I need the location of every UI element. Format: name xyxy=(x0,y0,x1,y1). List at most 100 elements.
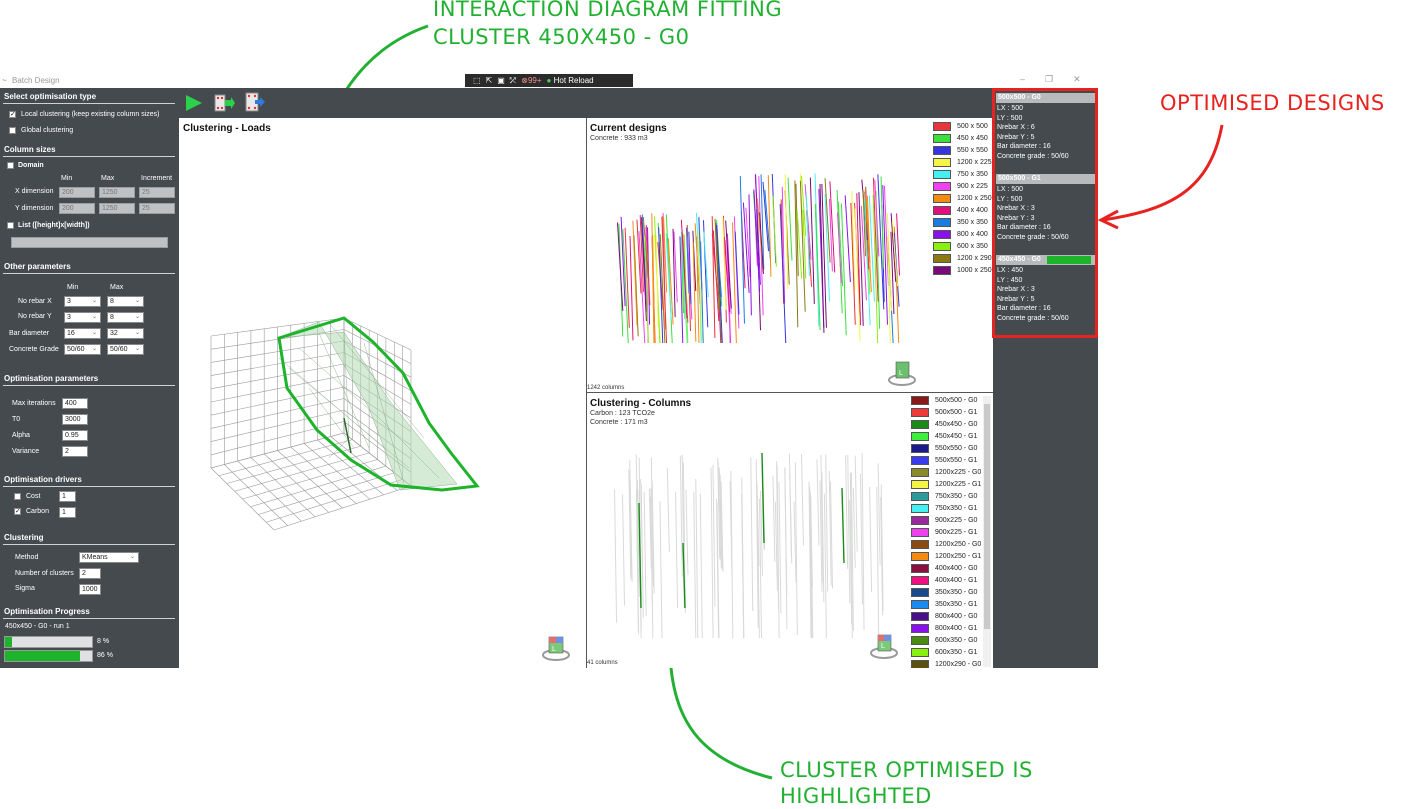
close-button[interactable]: ✕ xyxy=(1073,74,1081,84)
max-iterations-input[interactable]: 400 xyxy=(62,398,88,409)
design-property: Concrete grade : 50/60 xyxy=(997,314,1069,322)
x-increment-input[interactable]: 25 xyxy=(139,187,175,198)
track-focus-icon[interactable]: ⤱ xyxy=(509,75,517,85)
column-mark xyxy=(675,492,679,608)
column-mark xyxy=(810,496,814,639)
column-mark xyxy=(764,189,771,261)
column-mark xyxy=(772,475,776,562)
legend-swatch xyxy=(911,504,929,513)
x-min-input[interactable]: 200 xyxy=(59,187,95,198)
run-button[interactable] xyxy=(185,94,203,112)
current-designs-legend: 500 x 500 450 x 450 550 x 550 1200 x 225 750… xyxy=(933,118,993,392)
legend-label: 1200 x 290 xyxy=(957,255,992,262)
list-label: List ([height]x[width]) xyxy=(18,222,90,229)
chevron-down-icon: ⌄ xyxy=(91,346,97,352)
carbon-weight-input[interactable]: 1 xyxy=(59,507,76,518)
pointer-icon[interactable]: ⇱ xyxy=(485,76,493,85)
import-designs-button[interactable] xyxy=(245,92,267,112)
export-designs-button[interactable] xyxy=(214,94,236,112)
legend-swatch xyxy=(933,242,951,251)
no-rebar-x-max-select[interactable]: 8 ⌄ xyxy=(107,296,144,307)
y-max-input[interactable]: 1250 xyxy=(99,203,135,214)
column-mark xyxy=(635,489,639,632)
carbon-checkbox[interactable]: ✓ xyxy=(14,508,21,515)
column-mark xyxy=(658,227,664,344)
local-clustering-checkbox[interactable]: ✓ xyxy=(9,111,16,118)
column-mark xyxy=(686,236,693,320)
bar-diameter-max-select[interactable]: 32 ⌄ xyxy=(107,328,144,339)
no-rebar-x-min-select[interactable]: 3 ⌄ xyxy=(64,296,101,307)
column-mark xyxy=(863,200,871,326)
adorner-icon[interactable]: ▣ xyxy=(497,76,505,85)
concrete-grade-min-select[interactable]: 50/60 ⌄ xyxy=(64,344,101,355)
view-cube-icon[interactable]: L xyxy=(887,360,917,388)
num-clusters-input[interactable]: 2 xyxy=(79,568,101,579)
column-mark xyxy=(636,479,640,597)
highlighted-column xyxy=(761,452,765,544)
column-mark xyxy=(622,494,626,606)
restore-button[interactable]: ❐ xyxy=(1045,74,1054,84)
col-min-header: Min xyxy=(61,175,73,182)
concrete-grade-max-select[interactable]: 50/60 ⌄ xyxy=(107,344,144,355)
highlighted-column xyxy=(841,487,845,564)
t0-input[interactable]: 3000 xyxy=(62,414,88,425)
legend-swatch xyxy=(933,122,951,131)
column-mark xyxy=(642,216,649,279)
domain-checkbox[interactable] xyxy=(7,162,14,169)
y-increment-input[interactable]: 25 xyxy=(139,203,175,214)
cost-checkbox[interactable] xyxy=(14,493,21,500)
column-mark xyxy=(808,481,812,639)
column-mark xyxy=(748,194,752,316)
legend-scrollbar-thumb[interactable] xyxy=(984,404,990,629)
variance-input[interactable]: 2 xyxy=(62,446,88,457)
clustered-columns-3d[interactable] xyxy=(587,393,907,668)
bar-diameter-min-select[interactable]: 16 ⌄ xyxy=(64,328,101,339)
method-select[interactable]: KMeans ⌄ xyxy=(79,552,139,563)
view-cube-icon[interactable]: L xyxy=(869,633,899,661)
column-mark xyxy=(680,231,688,344)
sigma-label: Sigma xyxy=(15,585,35,592)
column-mark xyxy=(784,174,789,289)
view-cube-label: L xyxy=(881,643,885,650)
binding-failures-badge[interactable]: ⊗99+ xyxy=(521,76,542,85)
sigma-input[interactable]: 1000 xyxy=(79,584,101,595)
cost-weight-input[interactable]: 1 xyxy=(59,491,76,502)
select-element-icon[interactable]: ⬚ xyxy=(473,76,481,85)
design-header[interactable]: 500x500 - G0 xyxy=(996,93,1095,103)
op-min-header: Min xyxy=(67,284,79,291)
legend-scrollbar[interactable] xyxy=(983,396,991,667)
legend-label: 1000 x 250 xyxy=(957,267,992,274)
list-input[interactable] xyxy=(11,237,168,248)
y-dimension-label: Y dimension xyxy=(15,205,54,212)
no-rebar-y-min-select[interactable]: 3 ⌄ xyxy=(64,312,101,323)
interaction-surface xyxy=(276,321,458,491)
current-columns-3d[interactable] xyxy=(587,118,927,392)
no-rebar-y-max-select[interactable]: 8 ⌄ xyxy=(107,312,144,323)
design-header[interactable]: 450x450 - G0 xyxy=(996,255,1095,265)
column-mark xyxy=(859,473,863,605)
legend-swatch xyxy=(933,134,951,143)
column-mark xyxy=(742,202,750,293)
legend-label: 800x400 - G0 xyxy=(935,613,978,620)
column-mark xyxy=(650,457,654,587)
view-cube-icon[interactable]: L xyxy=(541,633,571,661)
loads-panel: Clustering - Loads L xyxy=(179,118,586,668)
drivers-title: Optimisation drivers xyxy=(4,475,82,484)
grid-line xyxy=(210,409,345,442)
legend-swatch xyxy=(933,170,951,179)
x-max-input[interactable]: 1250 xyxy=(99,187,135,198)
col-max-header: Max xyxy=(101,175,115,182)
list-checkbox[interactable] xyxy=(7,222,14,229)
column-mark xyxy=(629,235,634,341)
y-min-input[interactable]: 200 xyxy=(59,203,95,214)
design-header[interactable]: 500x500 - G1 xyxy=(996,174,1095,184)
minimize-button[interactable]: – xyxy=(1020,74,1026,84)
hot-reload-indicator[interactable]: ● Hot Reload xyxy=(546,76,594,85)
progress-bar-run-fill xyxy=(5,637,12,647)
legend-swatch xyxy=(933,266,951,275)
column-mark xyxy=(661,216,668,344)
interaction-diagram-3d[interactable] xyxy=(179,118,586,668)
global-clustering-checkbox[interactable] xyxy=(9,127,16,134)
panel-divider xyxy=(586,118,587,668)
alpha-input[interactable]: 0.95 xyxy=(62,430,88,441)
